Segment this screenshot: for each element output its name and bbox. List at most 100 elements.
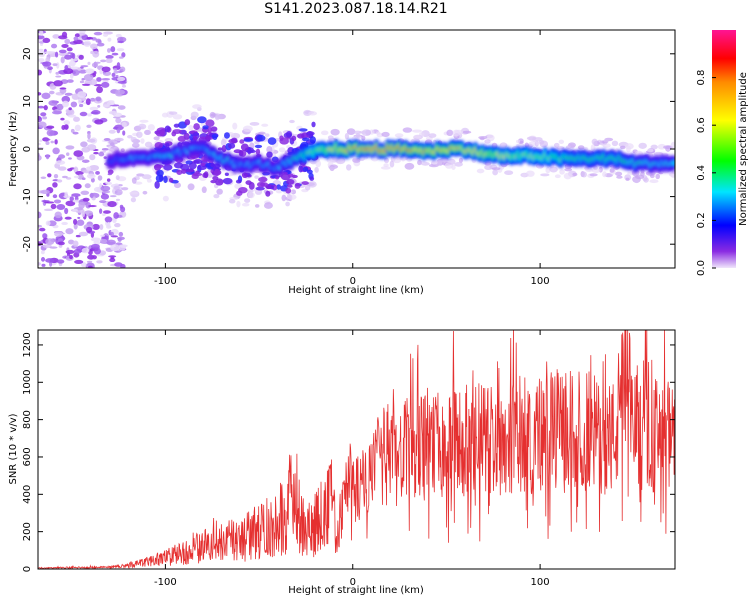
spectrogram-cluster-blob	[309, 176, 315, 181]
spectrogram-halo-blob	[645, 170, 656, 176]
spectrogram-x-tick-label: 0	[350, 276, 356, 287]
spectrogram-noise-blob	[87, 113, 92, 117]
spectrogram-noise-blob	[64, 216, 72, 220]
spectrogram-noise-blob	[96, 86, 103, 94]
snr-x-tick-label: 100	[531, 577, 550, 588]
spectrogram-y-tick-label: -10	[22, 188, 33, 204]
spectrogram-halo-blob	[144, 129, 151, 135]
spectrogram-noise-blob	[47, 173, 52, 178]
spectrogram-noise-blob	[41, 263, 46, 267]
spectrogram-noise-blob	[72, 208, 78, 212]
spectrogram-noise-blob	[62, 100, 69, 108]
spectrogram-noise-blob	[100, 234, 106, 237]
spectrogram-noise-blob	[65, 145, 75, 150]
spectrogram-noise-blob	[103, 156, 107, 160]
spectrogram-noise-blob	[74, 33, 80, 38]
colorbar-tick-label: 0.8	[696, 70, 707, 86]
spectrogram-halo-blob	[602, 171, 607, 178]
spectrogram-noise-blob	[51, 43, 58, 49]
spectrogram-noise-blob	[115, 89, 125, 95]
spectrogram-halo-blob	[345, 164, 352, 171]
spectrogram-noise-blob	[77, 98, 82, 105]
spectrogram-noise-blob	[99, 200, 107, 204]
spectrogram-noise-blob	[86, 36, 94, 40]
spectrogram-noise-blob	[80, 141, 88, 148]
spectrogram-noise-blob	[38, 121, 47, 128]
spectrogram-halo-blob	[670, 141, 675, 149]
spectrogram-halo-blob	[431, 159, 438, 165]
spectrogram-noise-blob	[45, 141, 50, 145]
spectrogram-halo-blob	[285, 201, 290, 207]
spectrogram-noise-blob	[53, 199, 62, 204]
spectrogram-noise-blob	[68, 107, 72, 111]
spectrogram-cluster-blob	[265, 190, 271, 197]
spectrogram-noise-blob	[51, 110, 62, 115]
spectrogram-halo-blob	[572, 172, 578, 177]
snr-frame	[37, 329, 676, 570]
spectrogram-noise-blob	[113, 68, 118, 71]
spectrogram-noise-blob	[52, 63, 58, 67]
spectrogram-cluster-blob	[161, 128, 166, 137]
spectrogram-halo-blob	[516, 139, 521, 144]
spectrogram-noise-blob	[113, 212, 119, 219]
spectrogram-noise-blob	[92, 50, 100, 58]
spectrogram-halo-blob	[602, 143, 611, 148]
spectrogram-halo-blob	[263, 202, 273, 209]
spectrogram-noise-blob	[73, 39, 83, 45]
spectrogram-cluster-blob	[239, 139, 245, 144]
spectrogram-noise-blob	[60, 56, 65, 64]
spectrogram-noise-blob	[109, 195, 117, 198]
spectrogram-cluster-blob	[298, 128, 308, 132]
spectrogram-cluster-blob	[154, 181, 160, 189]
spectrogram-noise-blob	[100, 238, 108, 244]
spectrogram-halo-blob	[254, 175, 259, 179]
spectrogram-cluster-blob	[294, 182, 301, 189]
spectrogram-noise-blob	[117, 105, 126, 110]
spectrogram-noise-blob	[55, 75, 62, 78]
spectrogram-noise-blob	[52, 34, 60, 39]
spectrogram-halo-blob	[590, 144, 596, 152]
spectrogram-halo-blob	[526, 136, 537, 141]
spectrogram-noise-blob	[87, 205, 97, 208]
spectrogram-noise-blob	[89, 192, 94, 199]
spectrogram-halo-blob	[446, 129, 454, 137]
spectrogram-noise-blob	[110, 231, 114, 237]
spectrogram-halo-blob	[247, 191, 255, 199]
spectrogram-noise-blob	[97, 175, 103, 181]
spectrogram-noise-blob	[93, 84, 103, 87]
spectrogram-noise-blob	[105, 55, 114, 59]
spectrogram-noise-blob	[101, 148, 109, 151]
spectrogram-noise-blob	[66, 79, 74, 83]
spectrogram-noise-blob	[115, 198, 121, 202]
spectrogram-halo-blob	[589, 173, 598, 177]
spectrogram-y-axis-label: Frequency (Hz)	[8, 111, 19, 187]
spectrogram-cluster-blob	[163, 175, 168, 184]
spectrogram-cluster-blob	[235, 179, 242, 184]
spectrogram-noise-blob	[73, 36, 79, 41]
spectrogram-y-tick-label: 0	[22, 146, 33, 152]
spectrogram-noise-blob	[81, 247, 90, 254]
spectrogram-noise-blob	[70, 128, 75, 133]
spectrogram-cluster-blob	[236, 190, 243, 196]
spectrogram-halo-blob	[492, 169, 499, 176]
spectrogram-halo-blob	[172, 114, 183, 120]
ridge-core	[671, 160, 675, 166]
spectrogram-noise-blob	[38, 116, 43, 123]
spectrogram-cluster-blob	[197, 164, 207, 171]
spectrogram-cluster-blob	[311, 121, 316, 128]
spectrogram-halo-blob	[649, 179, 659, 184]
spectrogram-halo-blob	[289, 119, 295, 124]
spectrogram-halo-blob	[624, 143, 634, 150]
spectrogram-noise-blob	[101, 77, 111, 81]
spectrogram-halo-blob	[146, 178, 152, 183]
spectrogram-noise-blob	[94, 119, 104, 125]
spectrogram-halo-blob	[404, 162, 415, 170]
spectrogram-noise-blob	[105, 58, 113, 64]
spectrogram-noise-blob	[113, 70, 119, 74]
spectrogram-noise-blob	[111, 72, 116, 78]
spectrogram-cluster-blob	[224, 172, 229, 176]
spectrogram-noise-blob	[106, 178, 111, 182]
